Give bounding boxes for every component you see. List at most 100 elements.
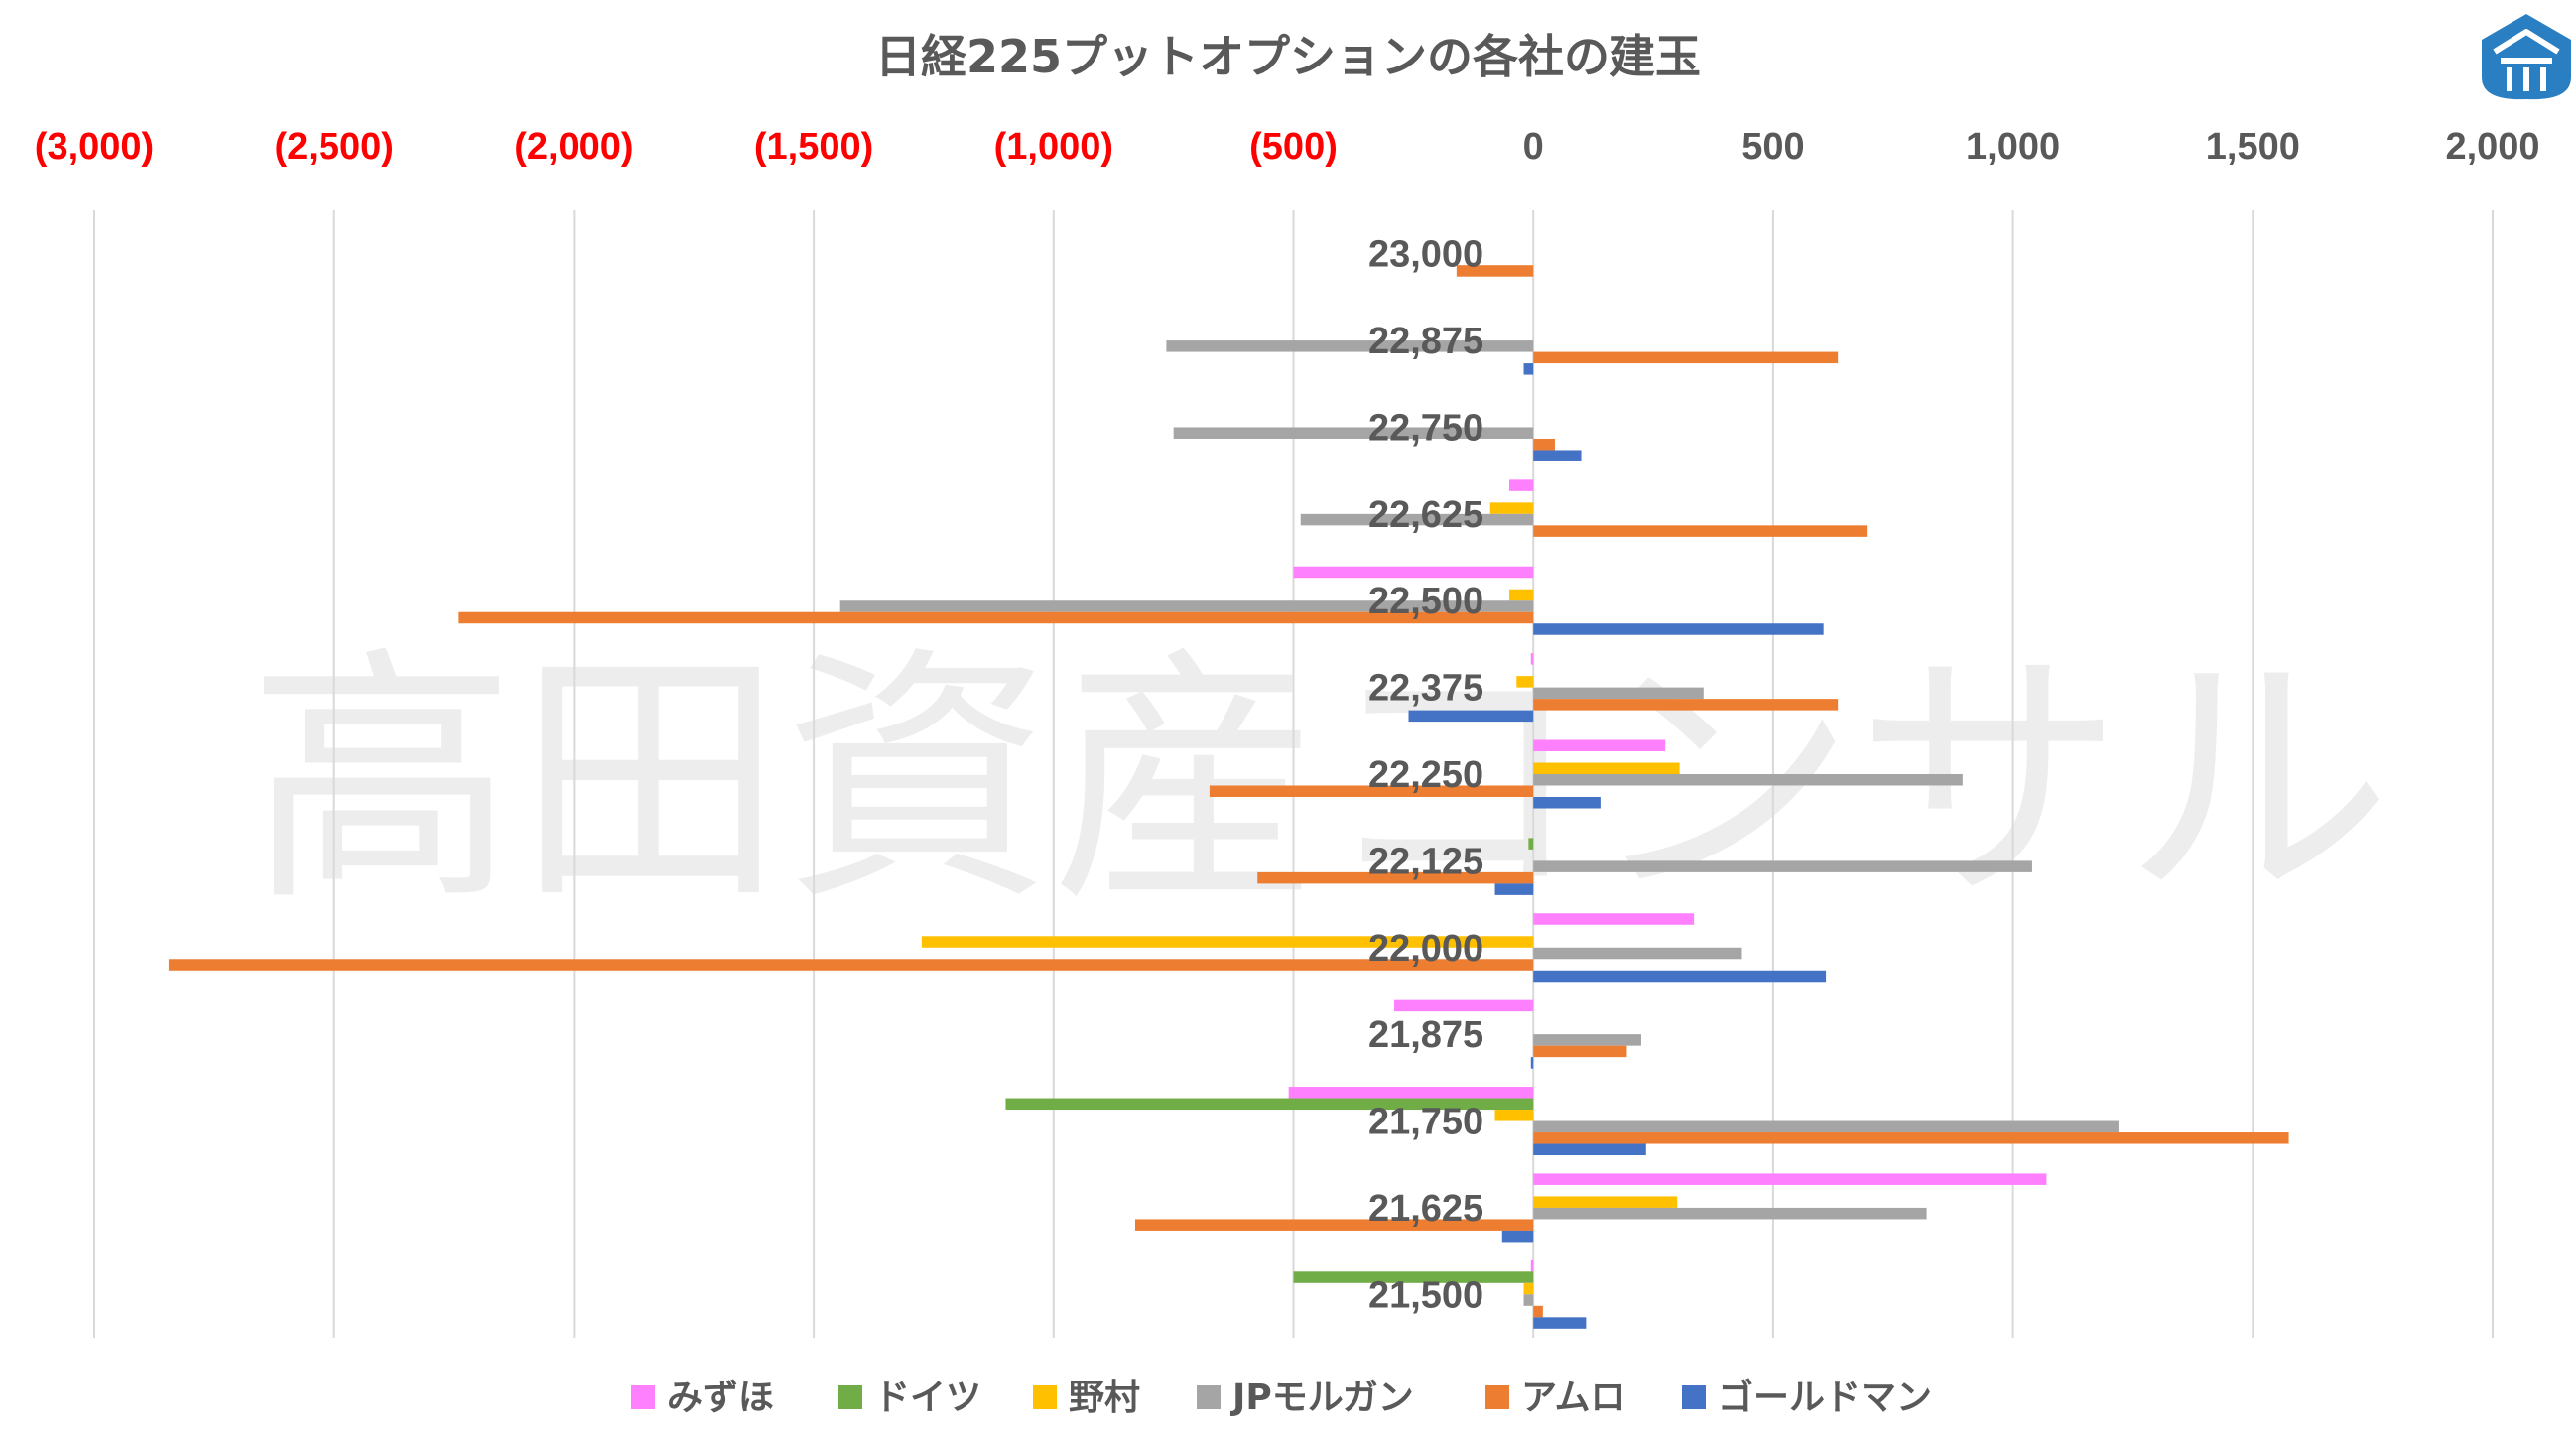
bar [1533, 739, 1666, 751]
bar [1166, 340, 1534, 352]
logo-icon [2482, 14, 2571, 100]
x-tick-label: 0 [1523, 126, 1544, 168]
category-label: 21,500 [1368, 1274, 1483, 1316]
category-label: 21,750 [1368, 1102, 1483, 1143]
bar [1528, 838, 1534, 850]
legend-label: みずほ [667, 1378, 774, 1418]
bar [1523, 363, 1534, 375]
x-tick-label: (2,000) [514, 126, 633, 168]
bar [1501, 1230, 1534, 1243]
bar [1516, 676, 1534, 688]
category-label: 23,000 [1368, 234, 1483, 276]
bar [1300, 513, 1534, 526]
bar [1533, 1034, 1641, 1046]
category-label: 21,625 [1368, 1188, 1483, 1230]
category-label: 22,125 [1368, 841, 1483, 882]
gridlines [93, 210, 2494, 1338]
legend-swatch [1682, 1385, 1706, 1409]
category-label: 22,500 [1368, 581, 1483, 622]
category-label: 22,375 [1368, 668, 1483, 710]
legend-swatch [1033, 1385, 1057, 1409]
bar [1288, 1087, 1534, 1099]
x-tick-label: 2,000 [2445, 126, 2539, 168]
bar [458, 611, 1534, 624]
bar [1523, 1282, 1534, 1295]
bar [1494, 1110, 1534, 1121]
legend-swatch [838, 1385, 862, 1409]
bar [1533, 913, 1695, 925]
bar [1523, 1294, 1534, 1306]
bar [1533, 623, 1824, 635]
bar [1533, 1173, 2047, 1185]
legend-swatch [1485, 1385, 1509, 1409]
bar [1530, 1057, 1534, 1069]
bar [1533, 438, 1555, 451]
watermark: 高田資産コンサル [248, 624, 2391, 937]
bar [1293, 1271, 1534, 1283]
bar [1533, 1317, 1587, 1329]
x-tick-label: (3,000) [35, 126, 154, 168]
chart-title: 日経225プットオプションの各社の建玉 [875, 30, 1701, 83]
x-tick-label: (2,500) [274, 126, 393, 168]
category-label: 22,000 [1368, 928, 1483, 970]
category-label: 21,875 [1368, 1014, 1483, 1056]
bar [1533, 1305, 1543, 1318]
legend-label: JPモルガン [1229, 1378, 1414, 1418]
bar [1257, 871, 1534, 884]
bar [1456, 265, 1534, 277]
bar [1134, 1219, 1534, 1231]
bar [1533, 947, 1742, 960]
x-tick-label: 500 [1741, 126, 1804, 168]
bar [1533, 797, 1601, 809]
legend-swatch [1197, 1385, 1221, 1409]
category-label: 22,625 [1368, 494, 1483, 536]
bar [1533, 1207, 1927, 1220]
legend-label: ゴールドマン [1718, 1377, 1932, 1418]
bar [1394, 999, 1534, 1012]
bar [1509, 479, 1534, 491]
bar [1509, 589, 1534, 601]
bar [1533, 1196, 1678, 1208]
x-tick-label: (1,000) [994, 126, 1113, 168]
bar [1533, 450, 1582, 461]
bar [921, 936, 1534, 948]
bar [1530, 1259, 1534, 1272]
x-tick-label: 1,500 [2206, 126, 2300, 168]
bar [839, 600, 1534, 612]
bar [1533, 774, 1963, 786]
category-label: 22,875 [1368, 321, 1483, 362]
category-labels: 23,000 22,875 22,750 22,625 22,500 22,375 22,2… [1368, 234, 1483, 1317]
bar [1533, 699, 1839, 711]
bar [1293, 566, 1534, 579]
legend-label: アムロ [1521, 1378, 1625, 1418]
bar [1533, 860, 2032, 872]
bar [1533, 687, 1704, 700]
bars [168, 265, 2289, 1329]
bar [1533, 1045, 1627, 1058]
x-tick-labels: (3,000) (2,500) (2,000) (1,500) (1,000) (500)… [35, 126, 2540, 168]
bar [1489, 502, 1534, 514]
x-tick-label: (1,500) [754, 126, 873, 168]
bar [1530, 653, 1534, 665]
legend-label: ドイツ [874, 1378, 981, 1418]
x-tick-label: 1,000 [1966, 126, 2060, 168]
bar [1533, 1120, 2119, 1133]
bar [1173, 427, 1534, 439]
legend-swatch [631, 1385, 655, 1409]
bar [1408, 710, 1534, 723]
category-label: 22,750 [1368, 407, 1483, 449]
category-label: 22,250 [1368, 754, 1483, 796]
bar [168, 959, 1534, 971]
bar [1533, 351, 1839, 364]
bar [1533, 762, 1680, 774]
bar [1494, 883, 1534, 895]
bar [1533, 1143, 1646, 1156]
x-tick-label: (500) [1249, 126, 1338, 168]
legend: みずほ ドイツ 野村 JPモルガン アムロ ゴールドマン [631, 1377, 1932, 1418]
bar [1533, 1132, 2289, 1144]
bar [1005, 1098, 1534, 1111]
legend-label: 野村 [1069, 1378, 1140, 1418]
bar [1533, 525, 1868, 537]
bar [1209, 785, 1534, 797]
